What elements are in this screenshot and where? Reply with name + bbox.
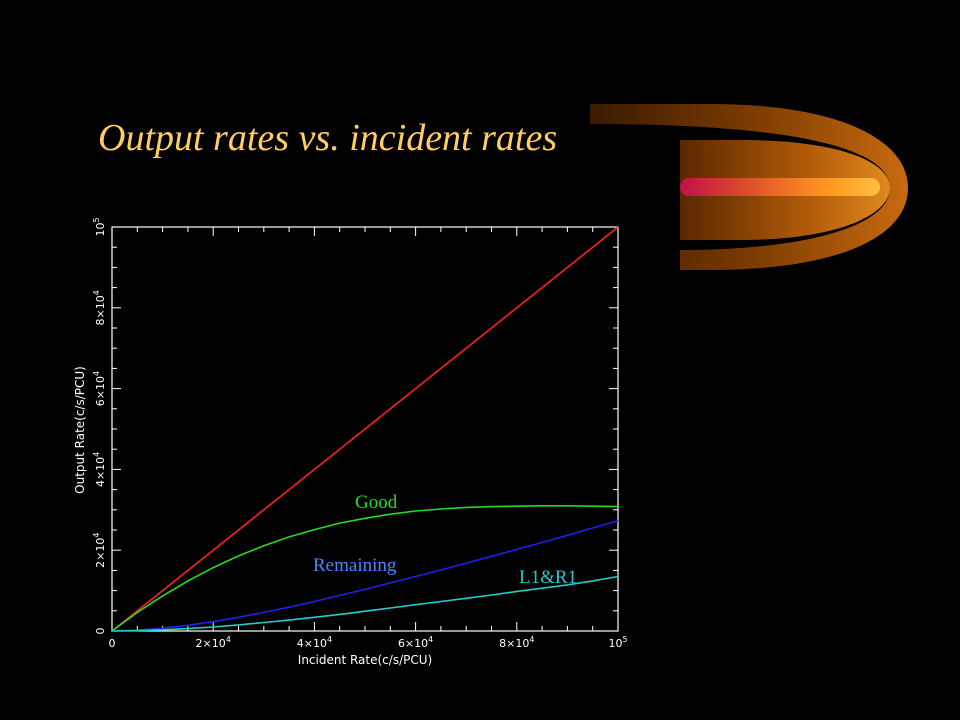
x-tick-label: 6×104 [398, 635, 433, 650]
series-line-2 [111, 519, 619, 632]
series-line-3 [111, 575, 619, 632]
x-tick-label: 0 [109, 637, 116, 650]
series-label-remaining: Remaining [313, 555, 397, 576]
series-label-l1r1: L1&R1 [519, 567, 577, 588]
decorative-comet-graphic [590, 104, 908, 270]
series-label-good: Good [355, 492, 398, 513]
y-tick-label: 0 [94, 628, 107, 635]
y-tick-label: 4×104 [92, 452, 107, 487]
y-tick-label: 8×104 [92, 290, 107, 325]
y-tick-label: 2×104 [92, 533, 107, 568]
y-tick-label: 6×104 [92, 371, 107, 406]
series-line-0 [111, 226, 619, 632]
comet-outer-band [590, 104, 908, 270]
y-axis-title: Output Rate(c/s/PCU) [73, 366, 87, 494]
series-line-1 [111, 504, 619, 632]
y-tick-label: 105 [92, 217, 107, 236]
x-tick-label: 2×104 [196, 635, 231, 650]
comet-core [680, 178, 880, 196]
x-tick-label: 4×104 [297, 635, 332, 650]
x-tick-label: 105 [608, 635, 627, 650]
x-tick-label: 8×104 [499, 635, 534, 650]
x-axis-title: Incident Rate(c/s/PCU) [298, 653, 432, 667]
slide-title: Output rates vs. incident rates [98, 117, 558, 159]
